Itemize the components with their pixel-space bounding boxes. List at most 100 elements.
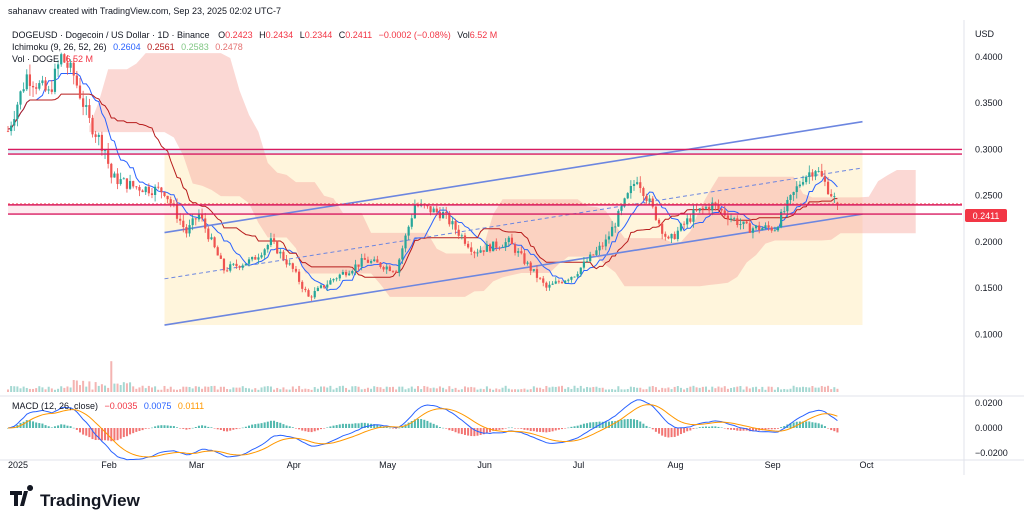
candle — [107, 142, 110, 169]
price-tick-label: 0.3000 — [975, 144, 1003, 154]
candle-body — [701, 208, 704, 210]
resistance-zone — [8, 149, 863, 155]
volume-bar — [733, 387, 736, 392]
candle — [642, 186, 645, 201]
candle-body — [626, 193, 629, 199]
candle — [833, 192, 836, 203]
volume-bar — [573, 385, 576, 392]
volume-bar — [391, 386, 394, 392]
candle — [56, 59, 60, 77]
candle-body — [60, 54, 63, 65]
volume-bar — [442, 387, 445, 392]
candle — [241, 263, 244, 271]
macd-histogram-bar — [94, 428, 97, 441]
volume-bar — [401, 386, 404, 392]
macd-histogram-bar — [235, 428, 238, 430]
candle — [25, 69, 28, 92]
macd-histogram-bar — [172, 426, 175, 428]
candle-body — [614, 226, 617, 228]
macd-histogram-bar — [47, 426, 50, 428]
volume-bar — [82, 380, 85, 392]
candle — [614, 222, 617, 233]
candle — [28, 64, 32, 96]
macd-histogram-bar — [154, 426, 157, 428]
candle — [451, 216, 454, 230]
volume-bar — [598, 387, 601, 392]
macd-histogram-bar — [445, 428, 448, 429]
candle — [182, 214, 185, 233]
volume-bar — [692, 385, 695, 392]
volume-bar — [348, 389, 351, 392]
tradingview-logo: TradingView — [10, 485, 141, 510]
candle — [560, 280, 564, 285]
volume-bar — [701, 386, 704, 392]
macd-histogram-bar — [72, 427, 75, 429]
candle-body — [107, 150, 110, 164]
volume-bar — [629, 386, 632, 392]
time-tick-label: Aug — [668, 460, 684, 470]
candle — [341, 269, 345, 276]
candle-body — [682, 223, 686, 225]
macd-histogram-bar — [32, 421, 35, 428]
volume-bar — [97, 385, 100, 392]
candle-body — [576, 274, 579, 277]
candle-body — [504, 242, 507, 248]
macd-legend: MACD (12, 26, close) −0.0035 0.0075 0.01… — [12, 401, 204, 411]
candle-body — [686, 218, 689, 225]
candle — [13, 110, 16, 131]
macd-histogram-bar — [457, 428, 460, 434]
candle-body — [673, 233, 676, 240]
macd-histogram-bar — [535, 428, 538, 432]
volume-bar — [482, 389, 485, 392]
volume-bar — [235, 387, 238, 392]
macd-histogram-bar — [751, 428, 754, 432]
volume-bar — [313, 387, 316, 392]
candle-body — [78, 85, 82, 99]
volume-bar — [507, 388, 510, 392]
volume-bar — [770, 386, 773, 392]
macd-histogram-bar — [69, 426, 72, 428]
candle-body — [113, 173, 116, 178]
candle-body — [820, 171, 823, 177]
macd-histogram-bar — [711, 426, 714, 428]
candle-body — [251, 256, 254, 260]
volume-bar — [351, 386, 354, 392]
candle — [708, 205, 711, 215]
candle — [830, 189, 833, 198]
volume-bar — [107, 387, 110, 392]
volume-bar — [251, 389, 254, 392]
volume-bar — [739, 386, 742, 392]
macd-histogram-bar — [341, 423, 344, 428]
candle — [704, 205, 708, 210]
volume-bar — [589, 387, 592, 392]
volume-bar — [28, 388, 31, 392]
volume-bar — [298, 385, 301, 392]
volume-bar — [226, 388, 229, 392]
change-value: −0.0002 (−0.08%) — [379, 30, 451, 40]
macd-histogram-bar — [254, 424, 257, 428]
candle-body — [56, 64, 60, 69]
candle-body — [595, 250, 598, 255]
candle — [545, 281, 548, 292]
candle — [323, 285, 326, 290]
volume-bar — [113, 383, 116, 392]
macd-histogram-bar — [232, 428, 235, 430]
candle-body — [507, 237, 510, 243]
candle — [110, 162, 113, 184]
volume-bar — [22, 386, 25, 392]
candle — [91, 114, 94, 138]
volume-bar — [207, 386, 210, 392]
volume-bar — [460, 389, 463, 392]
macd-histogram-bar — [720, 427, 723, 428]
candle-body — [204, 218, 207, 229]
candle — [351, 269, 354, 276]
candle-body — [692, 209, 695, 222]
candle-body — [385, 266, 388, 270]
candle-body — [313, 290, 316, 298]
candle-body — [733, 218, 736, 220]
macd-histogram-bar — [313, 428, 316, 432]
volume-bar — [150, 387, 153, 392]
candle — [19, 90, 22, 110]
channel-mid-line — [164, 167, 863, 280]
candle — [686, 213, 689, 229]
